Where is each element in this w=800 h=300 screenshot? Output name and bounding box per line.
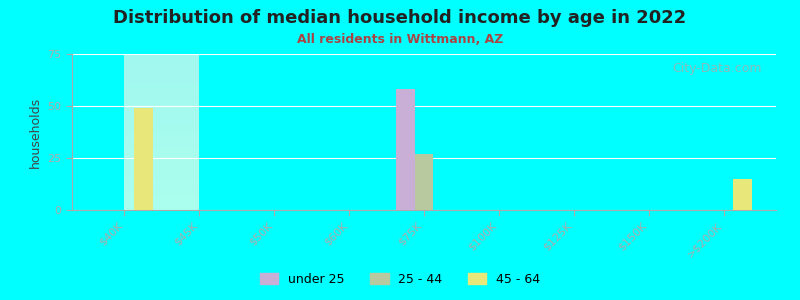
Y-axis label: households: households bbox=[29, 96, 42, 168]
Bar bbox=[134, 108, 153, 210]
Bar bbox=[396, 89, 414, 210]
Text: Distribution of median household income by age in 2022: Distribution of median household income … bbox=[114, 9, 686, 27]
Legend: under 25, 25 - 44, 45 - 64: under 25, 25 - 44, 45 - 64 bbox=[254, 268, 546, 291]
Bar bbox=[414, 154, 434, 210]
Text: City-Data.com: City-Data.com bbox=[673, 62, 762, 75]
Text: All residents in Wittmann, AZ: All residents in Wittmann, AZ bbox=[297, 33, 503, 46]
Bar bbox=[733, 179, 752, 210]
